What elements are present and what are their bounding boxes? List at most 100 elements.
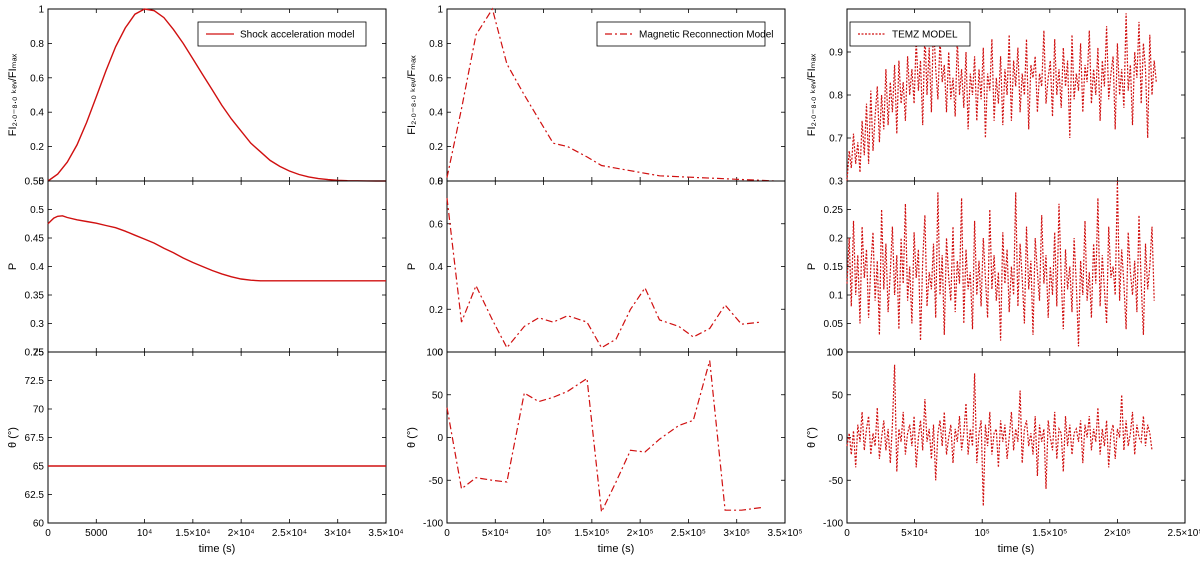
x-tick-label: 3×10⁴ bbox=[324, 528, 351, 539]
y-tick-label: 0.5 bbox=[30, 205, 44, 216]
y-tick-label: 0 bbox=[437, 348, 443, 359]
x-tick-label: 10⁵ bbox=[536, 528, 551, 539]
y-tick-label: 0 bbox=[437, 433, 443, 444]
x-axis-label: time (s) bbox=[598, 543, 635, 555]
panel-flux: 0 0.2 0.4 0.6 0.8 1 FI₂.₀₋₈.₀ ₖₑᵥ/FIₘₐₓ Shock a… bbox=[7, 5, 387, 188]
plot-frame bbox=[446, 180, 786, 353]
x-tick-label: 0 bbox=[444, 528, 450, 539]
y-tick-label: 70 bbox=[33, 405, 45, 416]
y-tick-label: 0.05 bbox=[824, 319, 844, 330]
y-tick-label: 0.2 bbox=[429, 305, 443, 316]
x-tick-label: 2×10⁴ bbox=[228, 528, 255, 539]
x-tick-label: 2.5×10⁵ bbox=[1167, 528, 1200, 539]
y-tick-label: 0 bbox=[38, 177, 44, 188]
y-tick-label: 50 bbox=[432, 390, 444, 401]
y-tick-label: 0.25 bbox=[824, 205, 844, 216]
y-axis-label: P bbox=[7, 263, 19, 270]
x-tick-label: 2×10⁵ bbox=[1104, 528, 1131, 539]
y-tick-label: 67.5 bbox=[25, 433, 45, 444]
y-tick-label: 0.3 bbox=[829, 177, 843, 188]
y-tick-label: 1 bbox=[38, 5, 44, 16]
y-tick-label: 0.2 bbox=[30, 142, 44, 153]
y-tick-label: 1 bbox=[437, 5, 443, 16]
y-tick-label: 0.7 bbox=[829, 134, 843, 145]
y-axis-label: FI₂.₀₋₈.₀ ₖₑᵥ/Fₘₐₓ bbox=[406, 55, 418, 135]
y-tick-label: 100 bbox=[426, 348, 443, 359]
legend-label: TEMZ MODEL bbox=[892, 30, 958, 41]
series-line-pol bbox=[47, 215, 386, 282]
x-tick-label: 5000 bbox=[85, 528, 108, 539]
y-tick-label: 0.55 bbox=[25, 177, 45, 188]
y-tick-label: 0.6 bbox=[429, 73, 443, 84]
x-tick-label: 0 bbox=[45, 528, 51, 539]
y-tick-label: 75 bbox=[33, 348, 45, 359]
panel-angle: -100 -50 0 50 100 θ (°) bbox=[406, 348, 786, 530]
panel-flux: 0 0.2 0.4 0.6 0.8 1 FI₂.₀₋₈.₀ ₖₑᵥ/Fₘₐₓ Magnetic… bbox=[406, 5, 786, 188]
chart-column-0: 0 0.2 0.4 0.6 0.8 1 FI₂.₀₋₈.₀ ₖₑᵥ/FIₘₐₓ Shock a… bbox=[7, 5, 404, 556]
y-axis-label: P bbox=[806, 263, 818, 270]
panel-flux: 0.7 0.8 0.9 FI₂.₀₋₈.₀ ₖₑᵥ/FIₘₐₓ TEMZ MODEL bbox=[806, 8, 1186, 182]
y-axis-label: FI₂.₀₋₈.₀ ₖₑᵥ/FIₘₐₓ bbox=[806, 53, 818, 136]
series-line-pol bbox=[446, 198, 761, 349]
panel-pol: 0 0.05 0.1 0.15 0.2 0.25 0.3 P bbox=[806, 177, 1186, 359]
y-tick-label: 0 bbox=[837, 348, 843, 359]
y-tick-label: 0 bbox=[837, 433, 843, 444]
y-tick-label: 50 bbox=[832, 390, 844, 401]
panel-pol: 0 0.2 0.4 0.6 0.8 P bbox=[406, 177, 786, 359]
x-tick-label: 5×10⁴ bbox=[482, 528, 509, 539]
y-tick-label: 0.45 bbox=[25, 234, 45, 245]
x-tick-label: 10⁵ bbox=[975, 528, 990, 539]
y-tick-label: 0.2 bbox=[829, 234, 843, 245]
y-tick-label: -100 bbox=[823, 519, 843, 530]
x-tick-label: 1.5×10⁵ bbox=[1032, 528, 1067, 539]
x-tick-label: 0 bbox=[844, 528, 850, 539]
x-tick-label: 2.5×10⁴ bbox=[272, 528, 307, 539]
x-tick-label: 3×10⁵ bbox=[723, 528, 750, 539]
x-tick-label: 3.5×10⁴ bbox=[368, 528, 403, 539]
y-tick-label: 0.3 bbox=[30, 319, 44, 330]
chart-column-1: 0 0.2 0.4 0.6 0.8 1 FI₂.₀₋₈.₀ ₖₑᵥ/Fₘₐₓ Magnetic… bbox=[406, 5, 803, 556]
y-tick-label: 0.1 bbox=[829, 291, 843, 302]
y-tick-label: 0.2 bbox=[429, 142, 443, 153]
series-line-flux bbox=[446, 7, 776, 182]
y-tick-label: 0.4 bbox=[429, 262, 443, 273]
panel-angle: -100 -50 0 50 100 θ (°) bbox=[806, 348, 1186, 530]
y-tick-label: 0.8 bbox=[30, 39, 44, 50]
series-line-angle bbox=[846, 364, 1153, 506]
y-tick-label: 0 bbox=[437, 177, 443, 188]
x-tick-label: 2×10⁵ bbox=[627, 528, 654, 539]
y-tick-label: 0.8 bbox=[829, 91, 843, 102]
y-tick-label: 0.6 bbox=[429, 219, 443, 230]
x-axis-label: time (s) bbox=[199, 543, 236, 555]
y-tick-label: 62.5 bbox=[25, 490, 45, 501]
x-tick-label: 1.5×10⁴ bbox=[175, 528, 210, 539]
y-tick-label: -50 bbox=[429, 476, 444, 487]
x-tick-label: 5×10⁴ bbox=[901, 528, 928, 539]
y-axis-label: θ (°) bbox=[7, 427, 19, 448]
series-line-flux bbox=[846, 13, 1157, 182]
y-tick-label: 60 bbox=[33, 519, 45, 530]
legend-label: Shock acceleration model bbox=[240, 30, 355, 41]
y-tick-label: 72.5 bbox=[25, 376, 45, 387]
plot-frame bbox=[846, 351, 1186, 524]
x-axis-label: time (s) bbox=[998, 543, 1035, 555]
y-axis-label: θ (°) bbox=[406, 427, 418, 448]
y-tick-label: -50 bbox=[829, 476, 844, 487]
x-tick-label: 2.5×10⁵ bbox=[671, 528, 706, 539]
y-tick-label: 0.35 bbox=[25, 291, 45, 302]
panel-angle: 60 62.5 65 67.5 70 72.5 75 θ (°) bbox=[7, 348, 387, 530]
series-line-angle bbox=[446, 360, 761, 515]
y-tick-label: 0.8 bbox=[429, 39, 443, 50]
x-tick-label: 3.5×10⁵ bbox=[767, 528, 802, 539]
legend: TEMZ MODEL bbox=[849, 21, 971, 47]
series-line-pol bbox=[846, 180, 1155, 347]
x-tick-label: 10⁴ bbox=[137, 528, 152, 539]
y-tick-label: 65 bbox=[33, 462, 45, 473]
y-tick-label: 0.8 bbox=[429, 177, 443, 188]
y-axis-label: P bbox=[406, 263, 418, 270]
y-tick-label: 0.15 bbox=[824, 262, 844, 273]
y-axis-label: θ (°) bbox=[806, 427, 818, 448]
panel-pol: 0.25 0.3 0.35 0.4 0.45 0.5 0.55 P bbox=[7, 177, 387, 359]
